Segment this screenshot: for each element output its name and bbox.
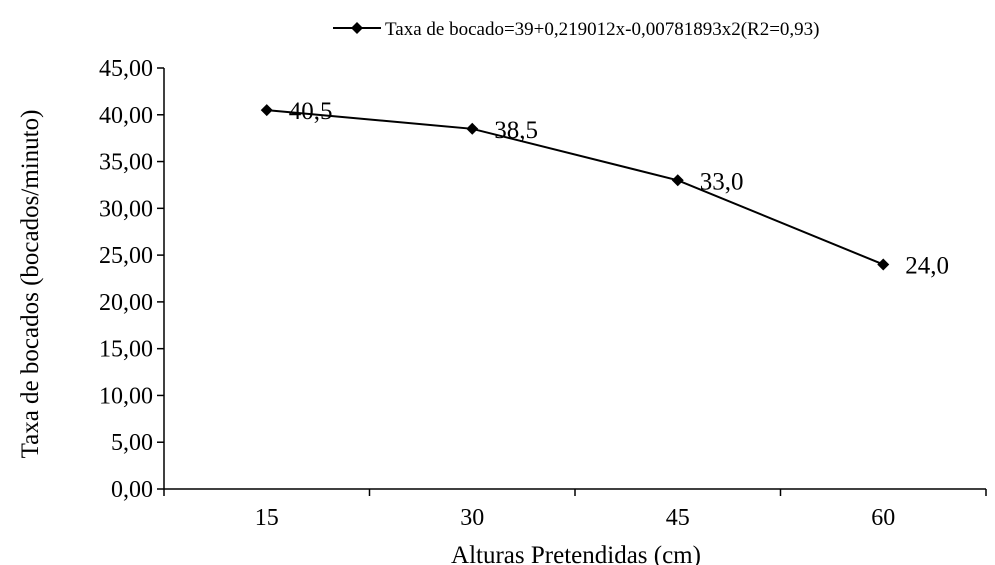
x-tick-label: 45 bbox=[666, 505, 690, 531]
data-point bbox=[260, 104, 273, 117]
y-axis-ticks: 0,00 5,00 10,00 15,00 20,00 25,00 30,00 35,00 40… bbox=[99, 56, 164, 503]
x-axis-ticks: 15 30 45 60 bbox=[163, 489, 987, 531]
y-tick-label: 35,00 bbox=[99, 150, 153, 176]
legend: Taxa de bocado=39+0,219012x-0,00781893x2… bbox=[333, 19, 820, 40]
y-tick-label: 0,00 bbox=[111, 477, 153, 503]
data-label: 33,0 bbox=[700, 168, 744, 195]
x-axis-title: Alturas Pretendidas (cm) bbox=[451, 542, 701, 565]
y-tick-label: 15,00 bbox=[99, 337, 153, 363]
data-label: 38,5 bbox=[494, 117, 538, 144]
axes bbox=[163, 68, 986, 490]
data-label: 24,0 bbox=[905, 252, 949, 279]
y-tick-label: 40,00 bbox=[99, 103, 153, 129]
data-label: 40,5 bbox=[289, 98, 333, 125]
y-tick-label: 10,00 bbox=[99, 383, 153, 409]
x-tick-label: 60 bbox=[871, 505, 895, 531]
y-axis-title: Taxa de bocados (bocados/minuto) bbox=[17, 110, 44, 459]
data-point bbox=[877, 258, 890, 271]
y-tick-label: 5,00 bbox=[111, 430, 153, 456]
y-tick-label: 20,00 bbox=[99, 290, 153, 316]
y-tick-label: 45,00 bbox=[99, 56, 153, 82]
data-point bbox=[466, 122, 479, 135]
y-tick-label: 25,00 bbox=[99, 243, 153, 269]
x-tick-label: 30 bbox=[460, 505, 484, 531]
legend-marker-diamond bbox=[351, 22, 363, 34]
series-line bbox=[266, 109, 884, 266]
legend-entry: Taxa de bocado=39+0,219012x-0,00781893x2… bbox=[385, 19, 820, 40]
y-tick-label: 30,00 bbox=[99, 196, 153, 222]
data-point bbox=[671, 174, 684, 187]
x-tick-label: 15 bbox=[255, 505, 279, 531]
series-group: 40,5 38,5 33,0 24,0 bbox=[260, 98, 949, 279]
